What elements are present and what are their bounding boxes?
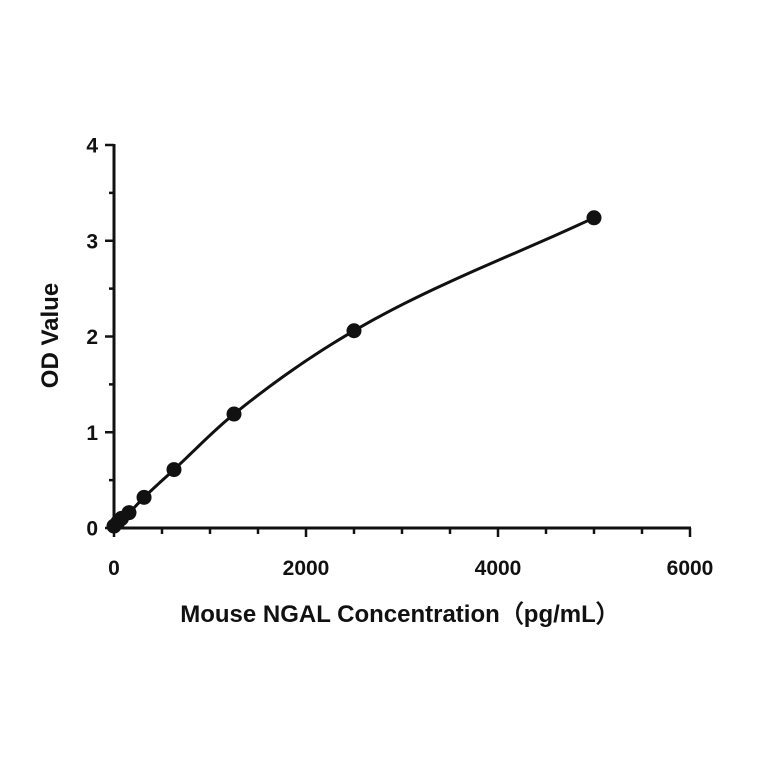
x-tick-label: 6000 xyxy=(667,557,714,580)
y-tick-label: 4 xyxy=(86,135,98,158)
y-tick-label: 1 xyxy=(86,422,98,445)
data-point xyxy=(166,462,182,478)
y-axis-title: OD Value xyxy=(37,283,64,388)
x-axis-title: Mouse NGAL Concentration（pg/mL） xyxy=(180,601,620,628)
x-tick-label: 0 xyxy=(108,557,120,580)
data-point xyxy=(121,505,137,521)
x-tick-label: 4000 xyxy=(475,557,522,580)
x-axis-ticks: 0 2000 4000 6000 xyxy=(108,528,713,580)
data-point xyxy=(136,489,152,505)
data-points xyxy=(106,210,602,534)
y-axis-ticks: 0 1 2 3 4 xyxy=(86,135,114,541)
x-tick-label: 2000 xyxy=(283,557,330,580)
data-point xyxy=(586,210,602,226)
y-tick-label: 2 xyxy=(86,326,98,349)
data-point xyxy=(346,323,362,339)
fit-curve-line xyxy=(112,216,595,528)
y-tick-label: 0 xyxy=(86,518,98,541)
y-tick-label: 3 xyxy=(86,230,98,253)
data-point xyxy=(226,406,242,422)
